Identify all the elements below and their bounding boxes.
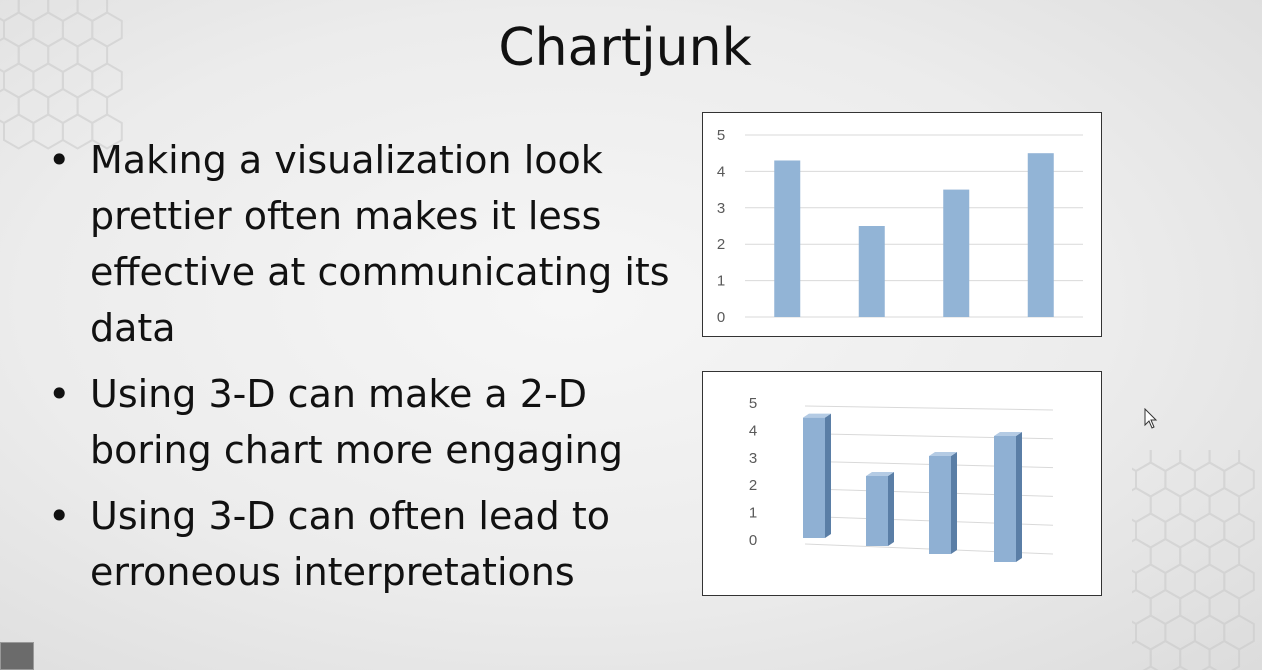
y-tick-label: 2 bbox=[749, 477, 757, 494]
bar bbox=[858, 226, 885, 317]
y-tick-label: 3 bbox=[749, 450, 757, 467]
y-tick-label: 1 bbox=[749, 505, 757, 522]
bar bbox=[943, 189, 970, 317]
y-tick-label: 0 bbox=[717, 309, 725, 326]
y-tick-label: 3 bbox=[717, 200, 725, 217]
bar bbox=[994, 432, 1022, 562]
bar bbox=[929, 452, 957, 554]
bar bbox=[774, 160, 801, 317]
bar-chart-3d-plot: 0 1 2 3 4 5 bbox=[749, 395, 1054, 562]
hexagon-pattern-bottom-right bbox=[1132, 450, 1255, 670]
bar-chart-2d: 0 1 2 3 4 5 bbox=[702, 112, 1102, 337]
y-tick-label: 5 bbox=[717, 127, 725, 144]
bar bbox=[803, 413, 831, 538]
slide-title: Chartjunk bbox=[498, 18, 752, 78]
bullet-list: Making a visualization look prettier oft… bbox=[48, 132, 688, 610]
bar bbox=[1027, 153, 1054, 317]
bar-chart-3d: 0 1 2 3 4 5 bbox=[702, 371, 1102, 596]
y-tick-label: 0 bbox=[749, 532, 757, 549]
y-tick-label: 4 bbox=[717, 163, 725, 180]
y-tick-label: 2 bbox=[717, 236, 725, 253]
bullet-item: Using 3-D can make a 2-D boring chart mo… bbox=[48, 366, 688, 478]
mouse-pointer-icon bbox=[1144, 408, 1158, 429]
bar bbox=[866, 472, 894, 546]
y-tick-label: 5 bbox=[749, 395, 757, 412]
bullet-item: Making a visualization look prettier oft… bbox=[48, 132, 688, 356]
bullet-item: Using 3-D can often lead to erroneous in… bbox=[48, 488, 688, 600]
y-tick-label: 4 bbox=[749, 422, 757, 439]
hexagon-pattern-top-left bbox=[0, 0, 123, 150]
y-tick-label: 1 bbox=[717, 273, 725, 290]
gridline bbox=[804, 405, 1054, 411]
corner-logo bbox=[0, 642, 34, 670]
bar-chart-2d-plot: 0 1 2 3 4 5 bbox=[717, 127, 1083, 326]
